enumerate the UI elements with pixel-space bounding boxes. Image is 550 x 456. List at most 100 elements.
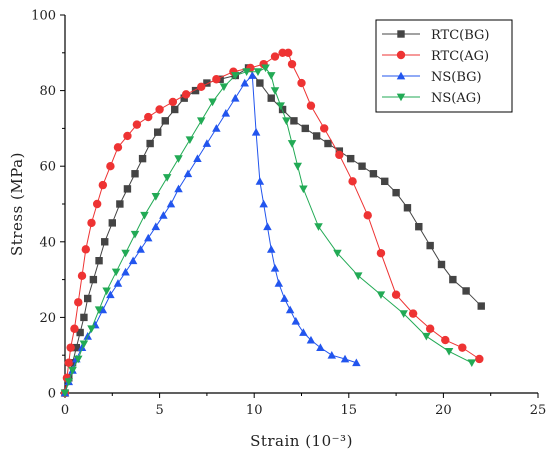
data-point <box>92 199 102 209</box>
data-point <box>299 185 308 194</box>
data-point <box>66 343 75 352</box>
data-point <box>396 71 406 80</box>
data-point <box>270 87 280 95</box>
data-point <box>121 249 130 258</box>
x-tick-label: 0 <box>61 403 69 418</box>
data-point <box>64 358 73 367</box>
data-point <box>101 238 109 246</box>
data-point <box>155 105 164 114</box>
data-point <box>276 102 285 110</box>
data-point <box>396 93 406 102</box>
data-point <box>180 94 188 102</box>
data-point <box>203 79 211 87</box>
data-point <box>263 222 272 231</box>
data-point <box>161 117 169 125</box>
data-point <box>314 223 323 231</box>
data-point <box>340 354 350 363</box>
data-point <box>270 52 280 61</box>
axes: 0 5 10 15 20 25 0 20 40 60 80 100 <box>31 9 546 419</box>
data-point <box>291 316 301 325</box>
data-point <box>408 309 418 318</box>
data-point <box>74 298 83 307</box>
y-tick-label: 60 <box>39 160 56 175</box>
data-point <box>80 313 88 322</box>
data-point <box>376 248 386 258</box>
data-point <box>299 328 308 336</box>
data-point <box>219 83 229 92</box>
data-point <box>255 177 265 185</box>
data-point <box>333 249 342 258</box>
data-point <box>240 78 249 87</box>
data-point <box>174 155 183 163</box>
data-point <box>284 48 293 57</box>
data-point <box>113 143 123 152</box>
data-point <box>202 139 212 147</box>
data-point <box>231 72 240 80</box>
y-tick-label: 80 <box>39 84 56 99</box>
data-point <box>70 324 79 333</box>
data-point <box>458 343 467 352</box>
data-point <box>354 272 363 281</box>
data-point <box>212 75 221 84</box>
data-point <box>358 162 366 170</box>
data-point <box>64 378 74 386</box>
data-point <box>381 177 389 186</box>
data-point <box>193 154 202 163</box>
data-point <box>76 328 84 337</box>
legend: RTC(BG) RTC(AG) NS(BG) NS(AG) <box>375 19 513 113</box>
data-point <box>116 200 124 208</box>
data-point <box>396 50 406 60</box>
x-tick-label: 10 <box>246 403 263 418</box>
data-point <box>242 68 251 76</box>
y-tick-label: 0 <box>48 387 56 402</box>
data-point <box>60 389 70 398</box>
data-point <box>415 222 423 231</box>
x-tick-label: 25 <box>530 403 547 418</box>
legend-item: RTC(AG) <box>382 49 489 64</box>
data-point <box>208 98 217 107</box>
data-point <box>113 279 123 287</box>
data-point <box>301 124 309 133</box>
data-point <box>231 93 240 102</box>
data-point <box>280 294 289 302</box>
data-point <box>475 354 484 364</box>
data-point <box>77 343 87 352</box>
data-point <box>346 154 355 163</box>
data-point <box>151 222 161 231</box>
data-point <box>369 170 378 178</box>
data-point <box>77 271 87 281</box>
data-point <box>183 169 193 178</box>
data-point <box>123 131 132 141</box>
data-point <box>287 140 297 148</box>
data-point <box>174 184 183 193</box>
data-point <box>397 30 405 38</box>
data-point <box>94 306 104 315</box>
data-point <box>159 211 168 219</box>
data-point <box>81 245 91 254</box>
series-ns-ag <box>60 64 477 398</box>
data-point <box>196 117 206 126</box>
data-point <box>316 343 325 352</box>
data-point <box>197 82 206 92</box>
data-point <box>425 324 435 333</box>
series-ns-bg <box>60 71 361 397</box>
data-point <box>168 97 178 107</box>
data-point <box>266 72 276 80</box>
data-point <box>376 291 386 299</box>
data-point <box>72 343 81 352</box>
data-point <box>181 90 191 99</box>
data-point <box>467 359 477 368</box>
data-point <box>128 256 138 265</box>
data-point <box>144 112 153 122</box>
data-point <box>108 219 116 227</box>
legend-label: NS(BG) <box>431 70 482 85</box>
data-point <box>151 193 161 201</box>
series-layer <box>60 48 485 398</box>
legend-item: NS(BG) <box>382 70 482 85</box>
data-point <box>73 355 83 364</box>
data-point <box>253 68 263 76</box>
x-tick-label: 5 <box>155 403 163 418</box>
legend-label: RTC(AG) <box>431 49 489 64</box>
